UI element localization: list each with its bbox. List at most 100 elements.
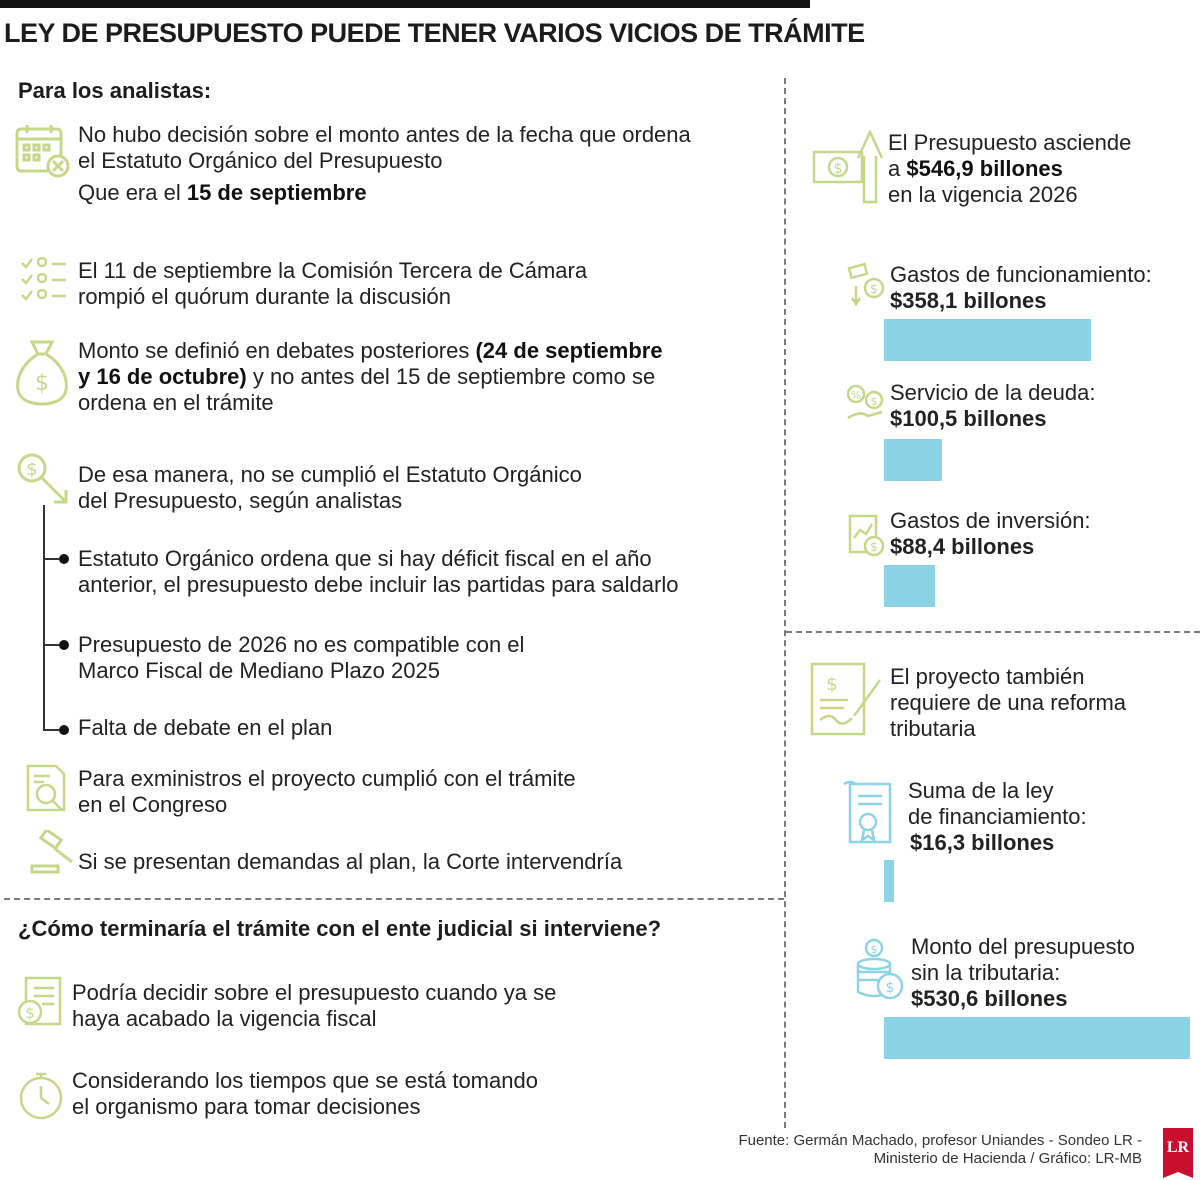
item-debates-line2: y no antes del 15 de septiembre como se [246,364,656,389]
svg-text:$: $ [870,540,878,554]
title-rule [0,0,810,8]
tree-branch [43,644,59,646]
coin-arrow-icon: $ [14,452,74,508]
chart1-bar-2 [884,565,935,607]
svg-text:$: $ [886,980,895,996]
checklist-people-icon [20,255,68,307]
contract-sign-icon: $ [808,660,886,738]
chart2-bar-0 [884,860,894,902]
total-budget-line3: en la vigencia 2026 [888,182,1078,207]
item-exministers: Para exministros el proyecto cumplió con… [78,766,576,818]
item-quorum-line1: El 11 de septiembre la Comisión Tercera … [78,258,588,283]
analysts-heading: Para los analistas: [18,78,212,103]
page-title: LEY DE PRESUPUESTO PUEDE TENER VARIOS VI… [4,18,865,48]
sub-deficit-line1: Estatuto Orgánico ordena que si hay défi… [78,546,652,571]
reform-text: El proyecto también requiere de una refo… [890,664,1126,742]
chart2-label-0-line2: de financiamiento: [908,804,1087,829]
item-debates-dates1: (24 de septiembre [475,338,663,363]
total-budget-line1: El Presupuesto asciende [888,130,1132,155]
svg-text:$: $ [35,371,49,396]
tree-connector [43,505,45,730]
bullet-dot [59,554,69,564]
bullet-dot [59,725,69,735]
tree-branch [43,558,59,560]
stopwatch-icon [16,1070,66,1122]
document-search-icon [22,764,72,814]
coin-stack-icon: $ $ [854,938,908,1004]
svg-text:$: $ [25,1004,35,1022]
report-dollar-icon: $ [846,512,886,558]
item-after-vigencia: Podría decidir sobre el presupuesto cuan… [72,980,556,1032]
item-no-decision: No hubo decisión sobre el monto antes de… [78,122,691,174]
deadline-prefix: Que era el [78,180,187,205]
source-note: Fuente: Germán Machado, profesor Uniande… [738,1132,1142,1168]
chart1-bar-0 [884,319,1091,361]
chart2-label-1: Monto del presupuesto sin la tributaria: [911,934,1135,986]
svg-text:$: $ [870,282,878,296]
item-exministers-line1: Para exministros el proyecto cumplió con… [78,766,576,791]
reform-line2: requiere de una reforma [890,690,1127,715]
total-budget-value: $546,9 billones [906,156,1063,181]
chart2-label-0-line1: Suma de la ley [908,778,1054,803]
item-timing: Considerando los tiempos que se está tom… [72,1068,538,1120]
tree-branch [43,729,59,731]
item-debates-dates2: y 16 de octubre) [78,364,247,389]
chart1-value-label-0: $358,1 billones [890,288,1047,313]
coins-hand-icon: $ [846,262,886,308]
certificate-scroll-icon [842,780,900,846]
item-not-fulfilled-line2: del Presupuesto, según analistas [78,488,403,513]
total-budget-prefix: a [888,156,907,181]
chart2-value-label-1: $530,6 billones [911,986,1068,1011]
percent-hand-icon: % $ [846,380,886,426]
chart2-bar-1 [884,1017,1190,1059]
chart1-label-1: Servicio de la deuda: [890,380,1096,405]
chart1-label-2: Gastos de inversión: [890,508,1091,533]
chart1-value-label-1: $100,5 billones [890,406,1047,431]
chart1-bar-1 [884,439,942,481]
reform-line1: El proyecto también [890,664,1085,689]
item-not-fulfilled-line1: De esa manera, no se cumplió el Estatuto… [78,462,582,487]
item-not-fulfilled: De esa manera, no se cumplió el Estatuto… [78,462,582,514]
bullet-dot [59,640,69,650]
column-divider [784,78,786,1128]
item-debates: Monto se definió en debates posteriores … [78,338,663,416]
item-after-vigencia-line2: haya acabado la vigencia fiscal [72,1006,377,1031]
svg-text:$: $ [826,674,837,695]
item-exministers-line2: en el Congreso [78,792,228,817]
item-debates-line1: Monto se definió en debates posteriores [78,338,476,363]
chart2-label-0: Suma de la ley de financiamiento: [908,778,1087,830]
chart2-label-1-line1: Monto del presupuesto [911,934,1135,959]
reform-line3: tributaria [890,716,976,741]
sub-marco-fiscal-line1: Presupuesto de 2026 no es compatible con… [78,632,525,657]
item-no-decision-line2: el Estatuto Orgánico del Presupuesto [78,148,443,173]
svg-text:$: $ [871,943,878,956]
total-budget: El Presupuesto asciende a $546,9 billone… [888,130,1131,208]
item-quorum-line2: rompió el quórum durante la discusión [78,284,451,309]
sub-marco-fiscal: Presupuesto de 2026 no es compatible con… [78,632,524,684]
source-line1: Fuente: Germán Machado, profesor Uniande… [738,1132,1142,1149]
banknote-arrow-icon: $ [812,128,884,204]
svg-text:$: $ [871,395,878,408]
source-line2: Ministerio de Hacienda / Gráfico: LR-MB [873,1150,1142,1167]
sub-marco-fiscal-line2: Marco Fiscal de Mediano Plazo 2025 [78,658,440,683]
item-timing-line1: Considerando los tiempos que se está tom… [72,1068,538,1093]
item-quorum: El 11 de septiembre la Comisión Tercera … [78,258,587,310]
chart1-label-0: Gastos de funcionamiento: [890,262,1152,287]
gavel-icon [28,830,78,876]
chart2-label-1-line2: sin la tributaria: [911,960,1061,985]
item-no-decision-line1: No hubo decisión sobre el monto antes de… [78,122,691,147]
invoice-icon: $ [16,976,66,1028]
money-bag-icon: $ [14,338,70,406]
sub-no-debate: Falta de debate en el plan [78,715,333,740]
deadline-date: 15 de septiembre [186,180,367,205]
chart1-value-label-2: $88,4 billones [890,534,1035,559]
chart2-value-label-0: $16,3 billones [910,830,1055,855]
svg-text:$: $ [26,459,37,480]
item-after-vigencia-line1: Podría decidir sobre el presupuesto cuan… [72,980,557,1005]
item-deadline: Que era el 15 de septiembre [78,180,367,206]
item-debates-line3: ordena en el trámite [78,390,274,415]
sub-deficit-line2: anterior, el presupuesto debe incluir la… [78,572,679,597]
calendar-cancel-icon [14,122,72,180]
section-divider-left [4,898,784,900]
lr-logo: LR [1163,1128,1193,1178]
